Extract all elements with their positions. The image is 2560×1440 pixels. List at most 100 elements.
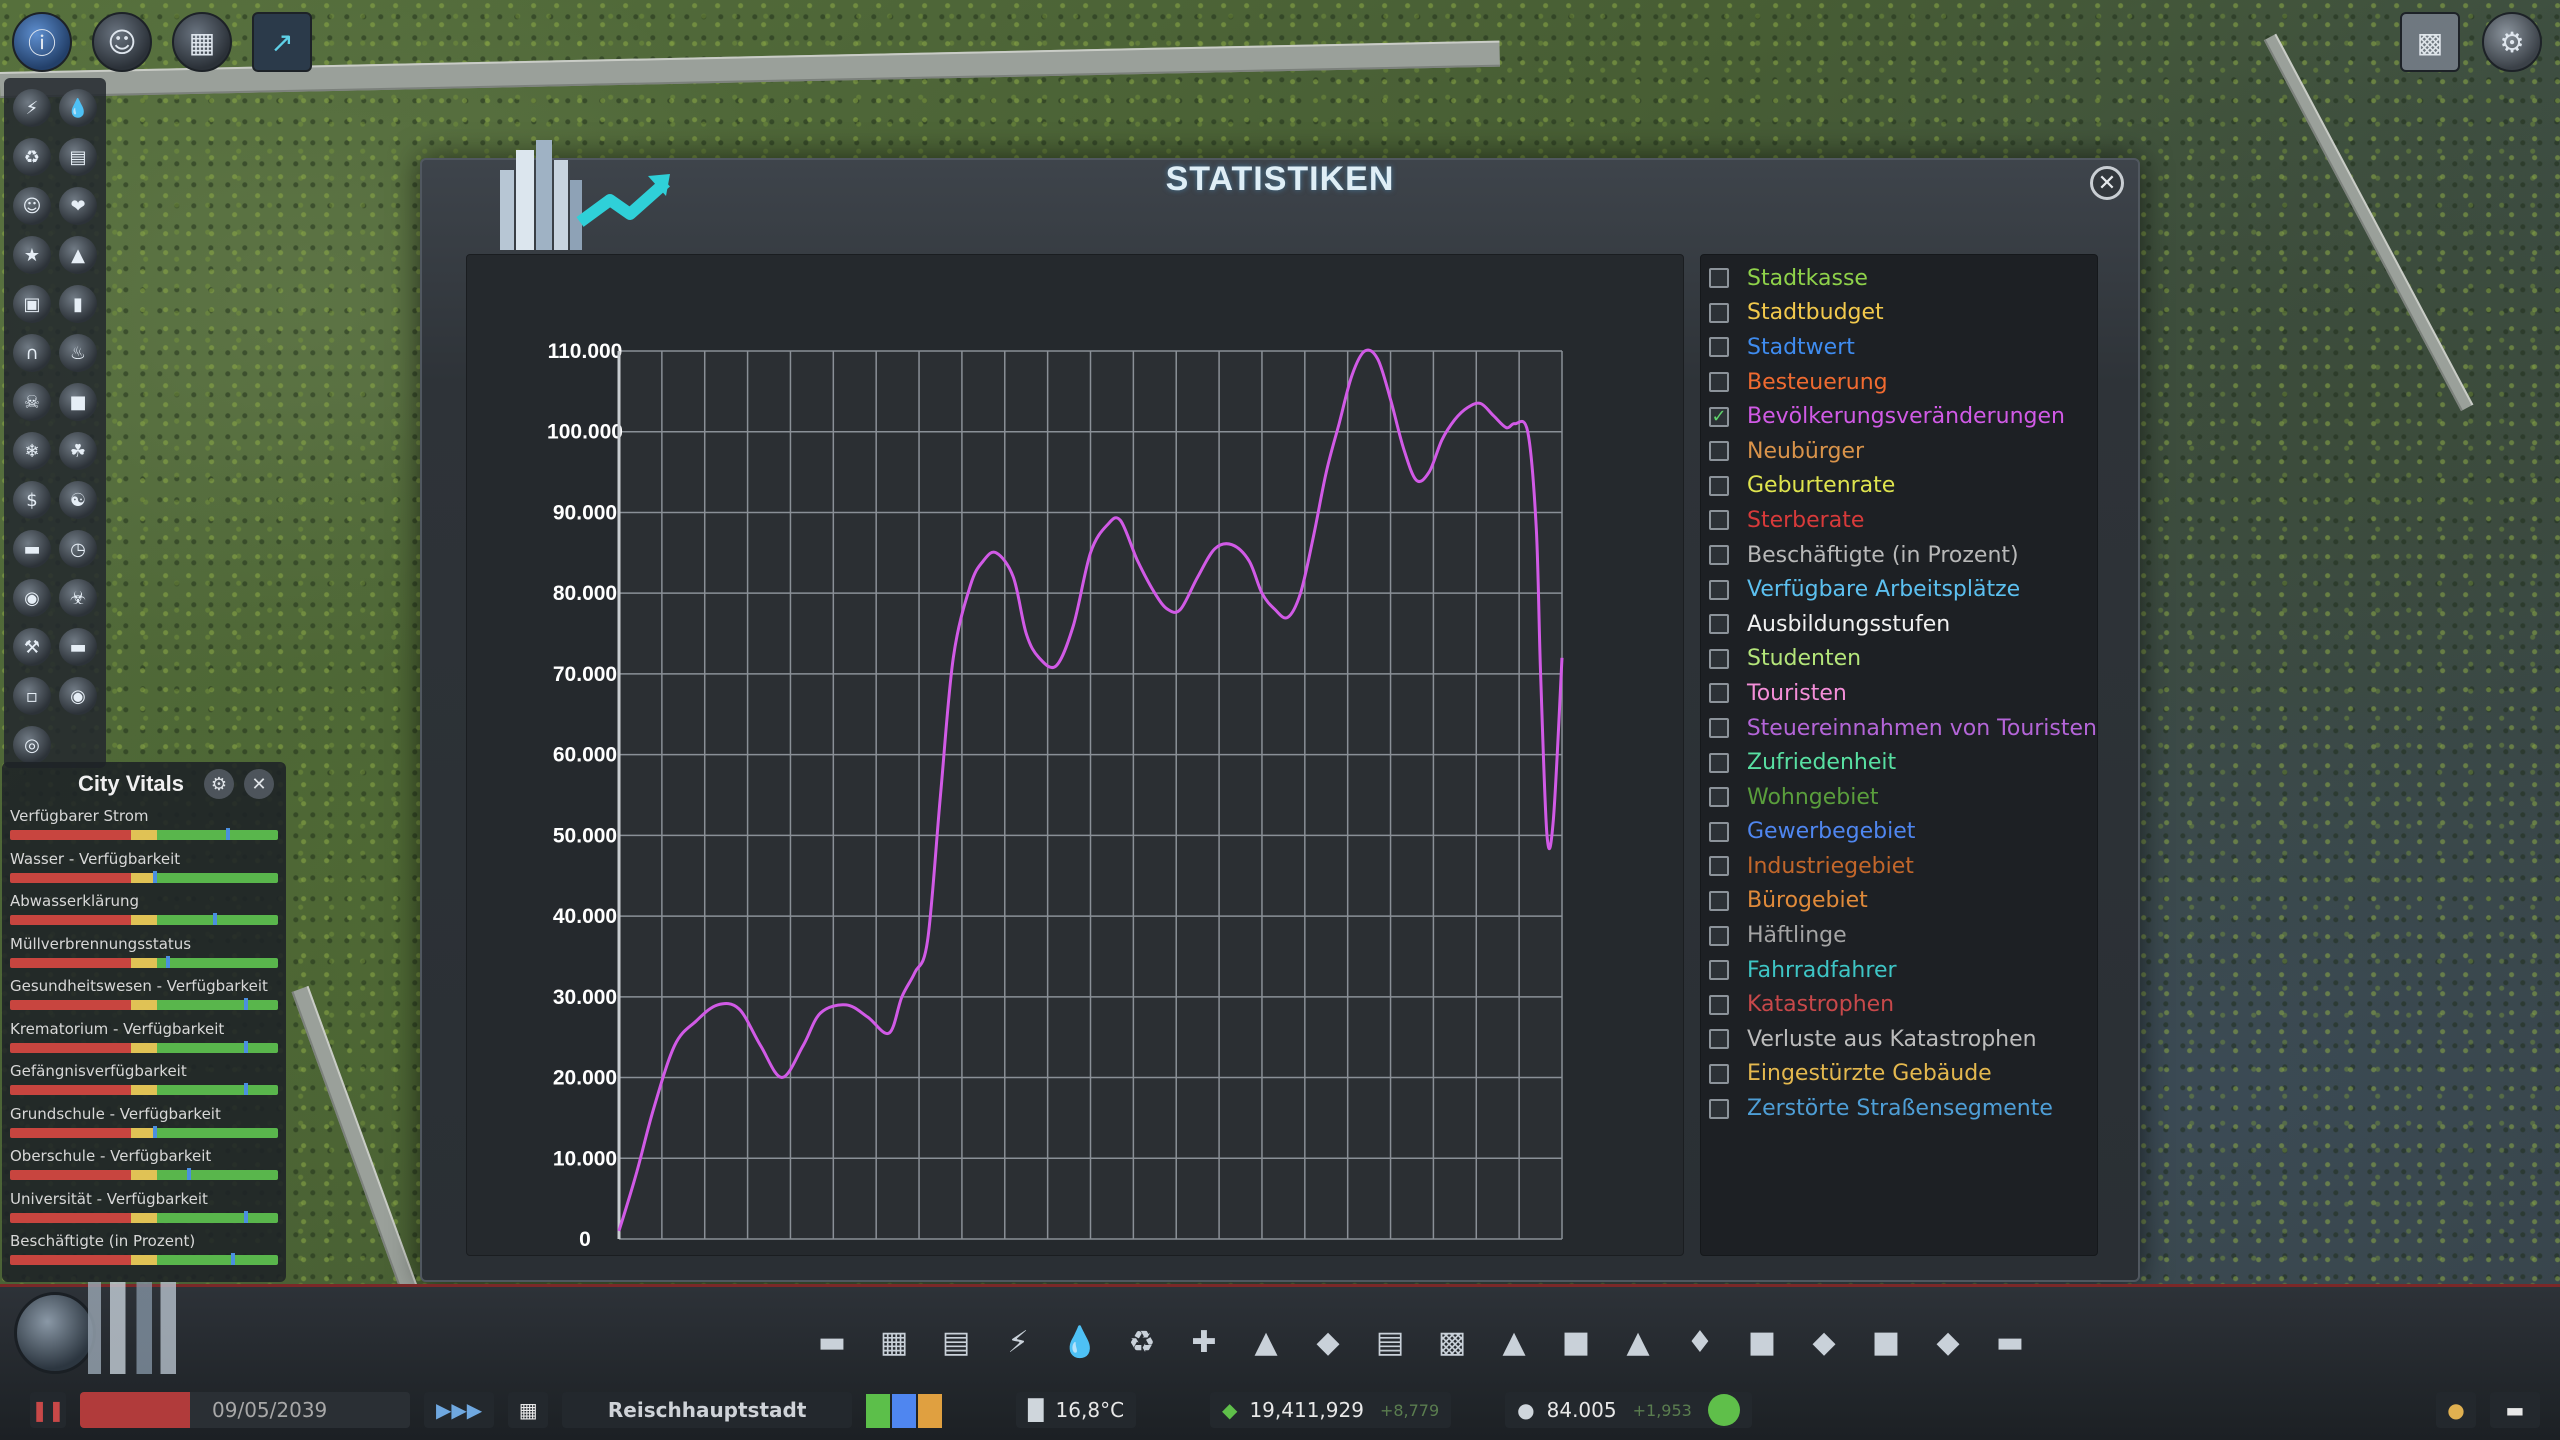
districts-tool-icon[interactable]: ▤ <box>941 1324 971 1360</box>
checkbox-icon[interactable] <box>1709 821 1729 842</box>
city-name[interactable]: Reischhauptstadt <box>562 1392 853 1428</box>
checkbox-icon[interactable] <box>1709 268 1729 289</box>
legend-item[interactable]: Neubürger <box>1701 434 2097 469</box>
checkbox-icon[interactable] <box>1709 752 1729 773</box>
zoning-tool-icon[interactable]: ▦ <box>879 1324 909 1360</box>
main-menu-button[interactable] <box>8 1282 208 1382</box>
health-tool-icon[interactable]: ✚ <box>1191 1324 1217 1360</box>
districts-icon[interactable]: ▬ <box>59 628 97 666</box>
bulldozer-tool-icon[interactable]: ▬ <box>1995 1324 2025 1360</box>
checkbox-icon[interactable] <box>1709 510 1729 531</box>
police-icon[interactable]: ☣ <box>59 579 97 617</box>
checkbox-icon[interactable] <box>1709 960 1729 981</box>
money-display[interactable]: ◆ 19,411,929 +8,779 <box>1210 1392 1452 1428</box>
vitals-close-icon[interactable]: ✕ <box>244 769 274 799</box>
roads-tool-icon[interactable]: ▬ <box>817 1324 847 1360</box>
education-icon[interactable]: ▤ <box>59 138 97 176</box>
transport-tool-icon[interactable]: ▩ <box>1437 1324 1467 1360</box>
chat-icon[interactable]: ▬ <box>2490 1392 2540 1428</box>
checkbox-icon[interactable] <box>1709 1098 1729 1119</box>
checkbox-icon[interactable] <box>1709 337 1729 358</box>
legend-item[interactable]: Verfügbare Arbeitsplätze <box>1701 572 2097 607</box>
map-overview-icon[interactable]: ▩ <box>2400 12 2460 72</box>
beautification-tool-icon[interactable]: ▲ <box>1502 1324 1526 1360</box>
happiness-icon[interactable]: ☺ <box>13 187 51 225</box>
checkbox-icon[interactable] <box>1709 545 1729 566</box>
checkbox-icon[interactable] <box>1709 890 1729 911</box>
clock-icon[interactable]: ◷ <box>59 530 97 568</box>
traffic-icon[interactable]: ▣ <box>13 285 51 323</box>
police-tool-icon[interactable]: ◆ <box>1316 1324 1340 1360</box>
tools-icon[interactable]: ⚒ <box>13 628 51 666</box>
heating-icon[interactable]: ▫ <box>13 677 51 715</box>
checkbox-icon[interactable] <box>1709 441 1729 462</box>
pause-button[interactable]: ❚❚ <box>30 1392 66 1428</box>
monuments-tool-icon[interactable]: ■ <box>1561 1324 1591 1360</box>
legend-item[interactable]: Stadtbudget <box>1701 296 2097 331</box>
close-icon[interactable]: ✕ <box>2090 166 2124 200</box>
checkbox-icon[interactable] <box>1709 787 1729 808</box>
ground-pollution-icon[interactable]: ◉ <box>13 579 51 617</box>
legend-item[interactable]: Fahrradfahrer <box>1701 953 2097 988</box>
water-icon[interactable]: 💧 <box>59 89 97 127</box>
legend-item[interactable]: Studenten <box>1701 642 2097 677</box>
education-tool-icon[interactable]: ▤ <box>1375 1324 1405 1360</box>
areas-tool-icon[interactable]: ◆ <box>1936 1324 1960 1360</box>
fire-icon[interactable]: ♨ <box>59 334 97 372</box>
checkbox-icon[interactable] <box>1709 925 1729 946</box>
legend-item[interactable]: Bürogebiet <box>1701 884 2097 919</box>
legend-item[interactable]: Stadtkasse <box>1701 261 2097 296</box>
checkbox-icon[interactable] <box>1709 718 1729 739</box>
electricity-tool-icon[interactable]: ⚡ <box>1007 1324 1029 1360</box>
legend-item[interactable]: Geburtenrate <box>1701 469 2097 504</box>
transport-icon[interactable]: ■ <box>59 383 97 421</box>
tourism-icon[interactable]: ☯ <box>59 481 97 519</box>
legend-item[interactable]: Besteuerung <box>1701 365 2097 400</box>
legend-item[interactable]: Zerstörte Straßensegmente <box>1701 1091 2097 1126</box>
info-view-icon[interactable]: ⓘ <box>12 12 72 72</box>
legend-item[interactable]: Steuereinnahmen von Touristen <box>1701 711 2097 746</box>
checkbox-icon[interactable] <box>1709 994 1729 1015</box>
economy-icon[interactable]: $ <box>13 481 51 519</box>
noise-icon[interactable]: ∩ <box>13 334 51 372</box>
speed-button[interactable]: ▶▶▶ <box>424 1392 495 1428</box>
vitals-settings-icon[interactable]: ⚙ <box>204 769 234 799</box>
legend-item[interactable]: Beschäftigte (in Prozent) <box>1701 538 2097 573</box>
fire-tool-icon[interactable]: ▲ <box>1254 1324 1278 1360</box>
health-icon[interactable]: ❤ <box>59 187 97 225</box>
legend-item[interactable]: Stadtwert <box>1701 330 2097 365</box>
roads-icon[interactable]: ▬ <box>13 530 51 568</box>
garbage-tool-icon[interactable]: ♻ <box>1128 1324 1156 1360</box>
checkbox-checked-icon[interactable]: ✓ <box>1709 406 1729 427</box>
legend-item[interactable]: Gewerbegebiet <box>1701 815 2097 850</box>
population-display[interactable]: ● 84.005 +1,953 <box>1505 1392 1752 1428</box>
legend-item[interactable]: Wohngebiet <box>1701 780 2097 815</box>
checkbox-icon[interactable] <box>1709 579 1729 600</box>
checkbox-icon[interactable] <box>1709 1029 1729 1050</box>
natural-resources-icon[interactable]: ☘ <box>59 432 97 470</box>
legend-item[interactable]: Sterberate <box>1701 503 2097 538</box>
legend-item[interactable]: Industriegebiet <box>1701 849 2097 884</box>
citizen-icon[interactable]: ☺ <box>92 12 152 72</box>
checkbox-icon[interactable] <box>1709 683 1729 704</box>
legend-item[interactable]: Zufriedenheit <box>1701 745 2097 780</box>
land-value-icon[interactable]: ▲ <box>59 236 97 274</box>
escape-route-icon[interactable]: ◉ <box>59 677 97 715</box>
legend-item[interactable]: ✓ Bevölkerungsveränderungen <box>1701 399 2097 434</box>
park-icon[interactable]: ★ <box>13 236 51 274</box>
statistics-icon[interactable]: ↗ <box>252 12 312 72</box>
legend-item[interactable]: Verluste aus Katastrophen <box>1701 1022 2097 1057</box>
checkbox-icon[interactable] <box>1709 856 1729 877</box>
wonders-tool-icon[interactable]: ▲ <box>1626 1324 1650 1360</box>
crime-icon[interactable]: ☠ <box>13 383 51 421</box>
policies-tool-icon[interactable]: ◆ <box>1812 1324 1836 1360</box>
economy-tool-icon[interactable]: ■ <box>1871 1324 1901 1360</box>
electricity-icon[interactable]: ⚡ <box>13 89 51 127</box>
disasters-tool-icon[interactable]: ■ <box>1747 1324 1777 1360</box>
legend-item[interactable]: Touristen <box>1701 676 2097 711</box>
legend-item[interactable]: Häftlinge <box>1701 918 2097 953</box>
checkbox-icon[interactable] <box>1709 1063 1729 1084</box>
public-transport-icon[interactable]: ▮ <box>59 285 97 323</box>
unlock-icon[interactable]: ● <box>2436 1392 2476 1428</box>
checkbox-icon[interactable] <box>1709 475 1729 496</box>
